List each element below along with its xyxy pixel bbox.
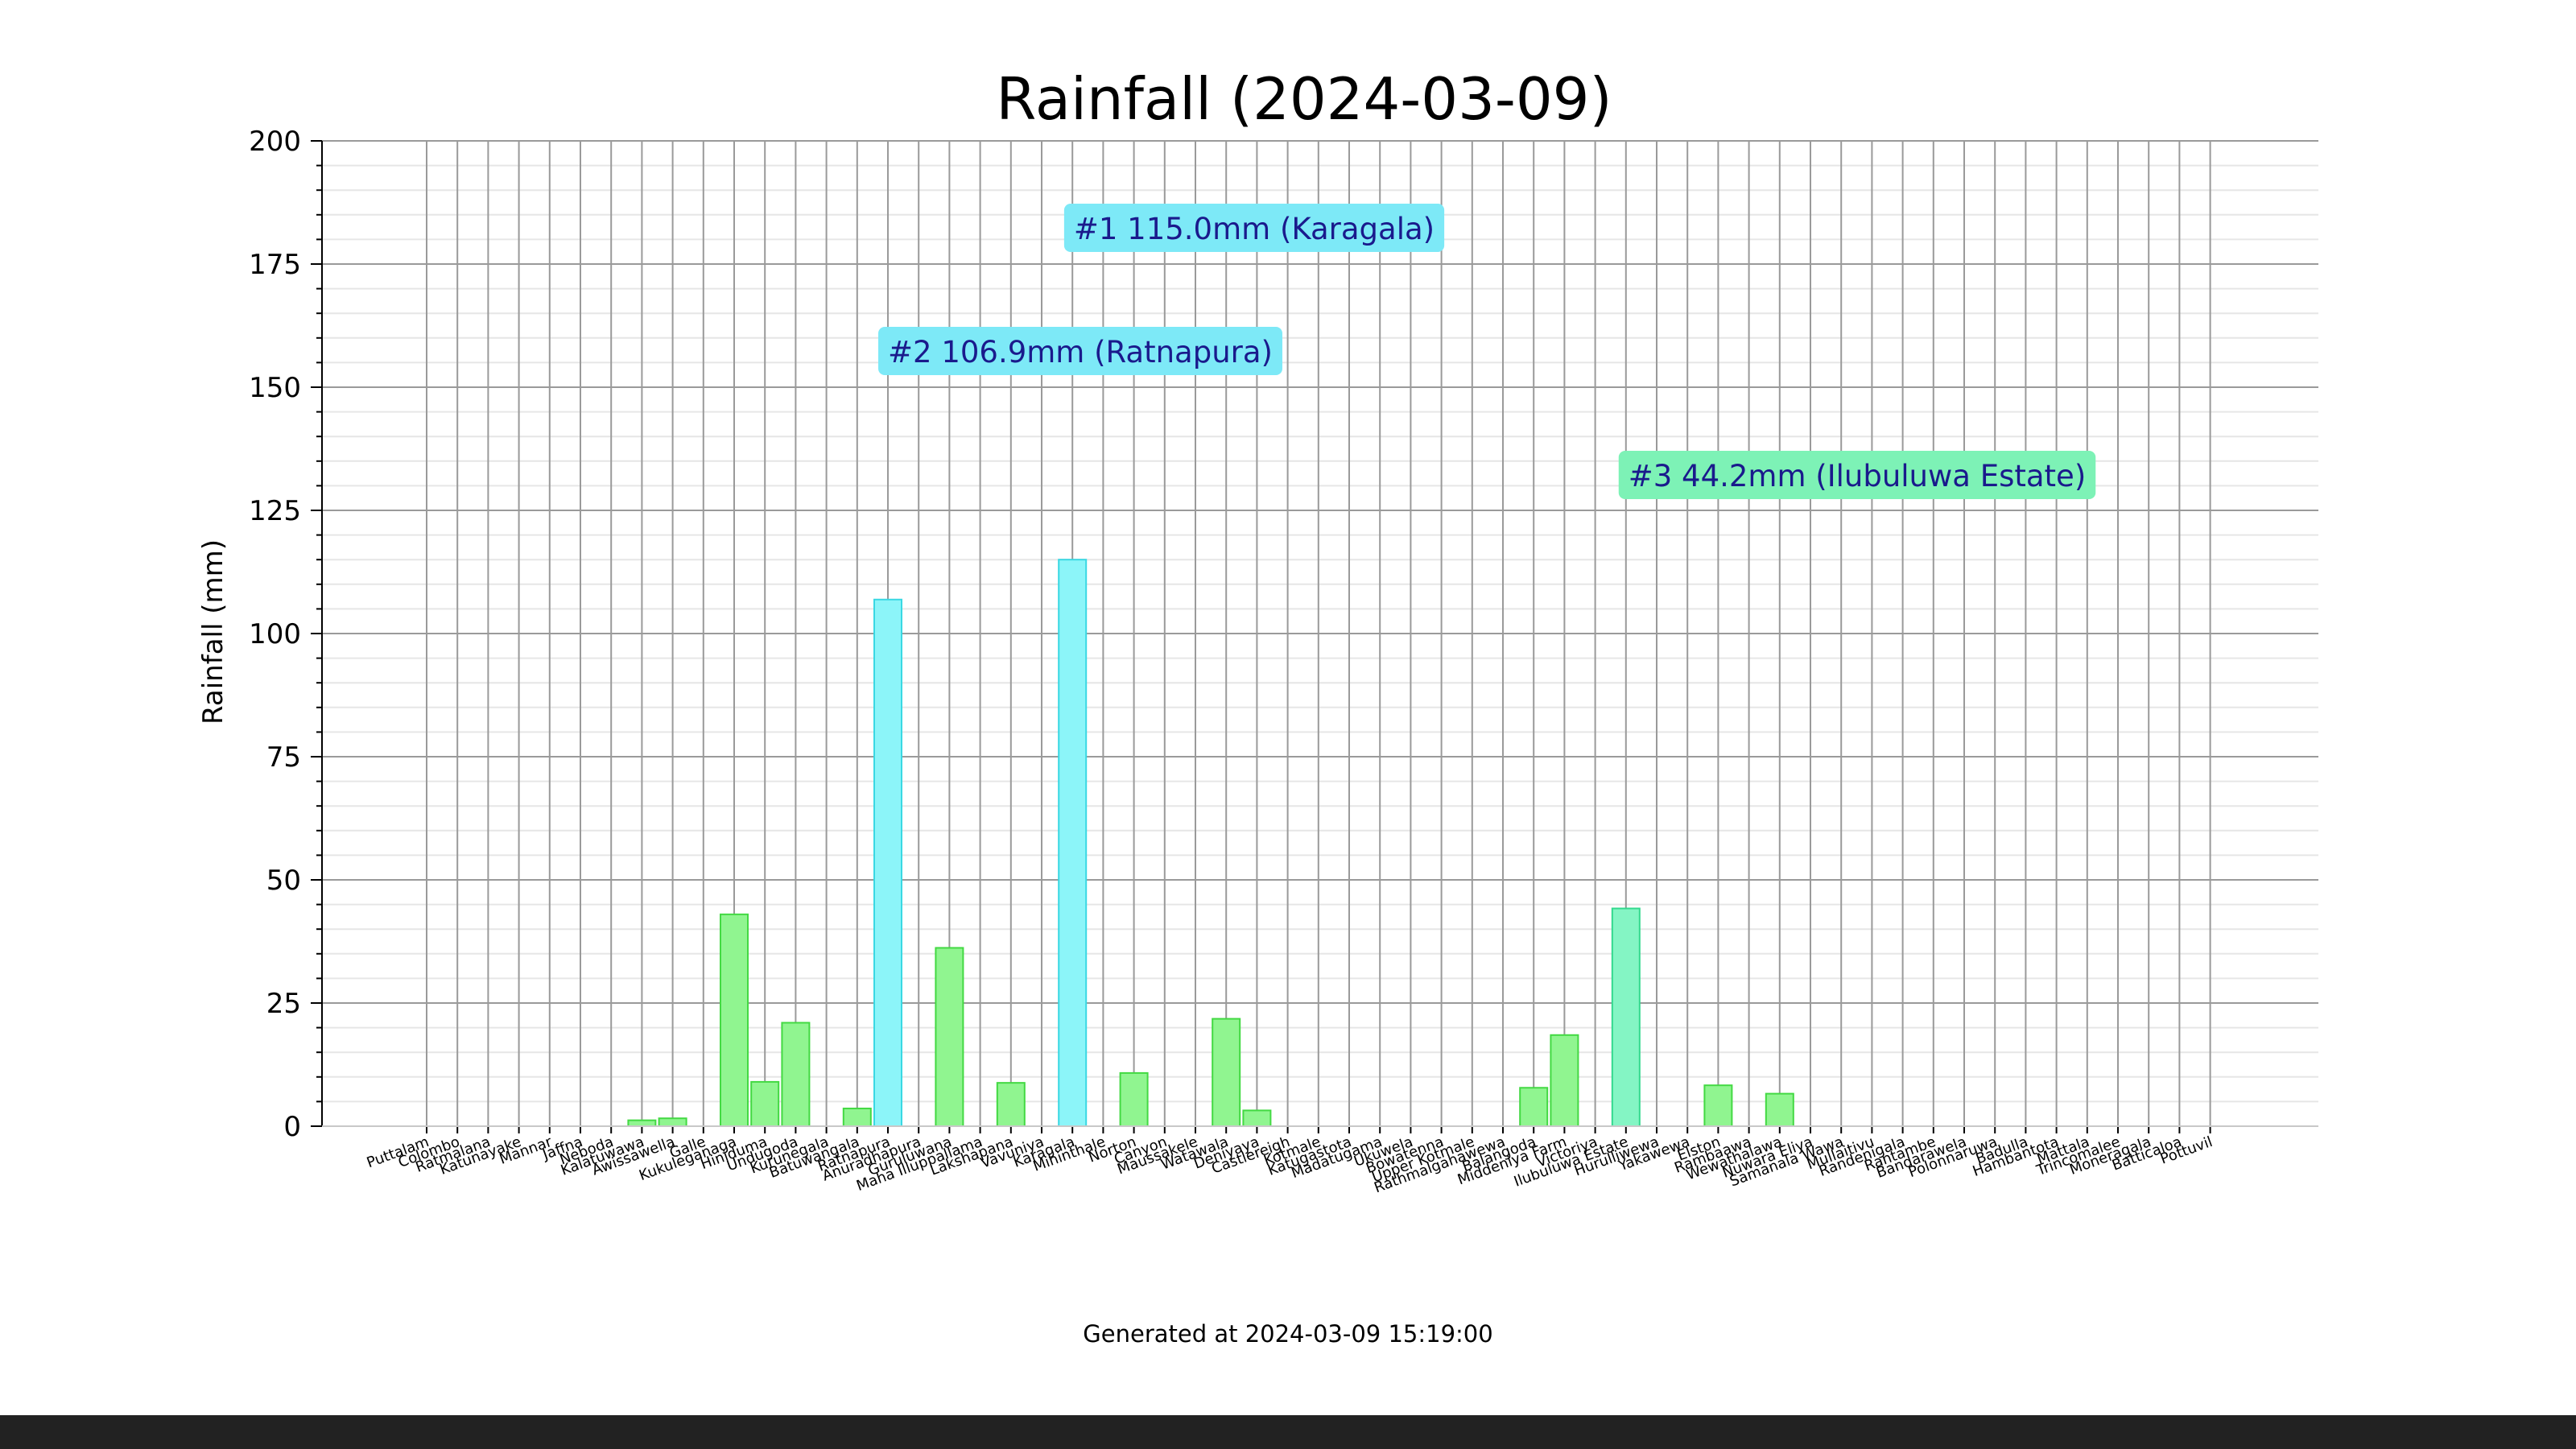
bar-hiniduma bbox=[750, 1080, 780, 1128]
bar-ratnapura bbox=[873, 598, 902, 1127]
bar-deniyaya bbox=[1242, 1109, 1272, 1128]
rank-annotation-box bbox=[878, 327, 1282, 375]
bar-kalatuwawa bbox=[627, 1119, 657, 1128]
bar-lakshapana bbox=[996, 1082, 1026, 1128]
bar-balangoda bbox=[1519, 1087, 1549, 1128]
rank-annotation-3: #3 44.2mm (Ilubuluwa Estate) bbox=[1618, 451, 2096, 499]
bar-kukuleganaga bbox=[720, 913, 749, 1127]
rank-annotation-box bbox=[1063, 204, 1445, 252]
chart-title: Rainfall (2024-03-09) bbox=[996, 65, 1612, 133]
y-tick-label: 100 bbox=[249, 618, 301, 650]
rank-annotation-text: #1 115.0mm (Karagala) bbox=[1074, 212, 1435, 246]
grid bbox=[322, 140, 2318, 1127]
bar-karagala bbox=[1058, 559, 1088, 1127]
rank-annotation-text: #3 44.2mm (Ilubuluwa Estate) bbox=[1629, 459, 2087, 493]
rank-annotation-text: #2 106.9mm (Ratnapura) bbox=[888, 335, 1273, 369]
annotations: #1 115.0mm (Karagala) #2 106.9mm (Ratnapu… bbox=[878, 204, 2096, 499]
bar-batuwangala bbox=[842, 1107, 872, 1128]
bar-middeniya-farm bbox=[1550, 1034, 1579, 1128]
y-tick-label: 200 bbox=[249, 126, 301, 158]
x-tick-labels: PuttalamColomboRatmalanaKatunayakeMannar… bbox=[365, 1133, 2215, 1197]
rank-annotation-2: #2 106.9mm (Ratnapura) bbox=[878, 327, 1282, 375]
rank-annotation-1: #1 115.0mm (Karagala) bbox=[1063, 204, 1445, 252]
footer-timestamp: Generated at 2024-03-09 15:19:00 bbox=[1083, 1320, 1492, 1348]
y-axis-label: Rainfall (mm) bbox=[197, 539, 229, 724]
bar-ilubuluwa-estate bbox=[1611, 907, 1641, 1127]
y-tick-label: 75 bbox=[266, 741, 301, 774]
y-tick-label: 125 bbox=[249, 495, 301, 527]
bars bbox=[627, 559, 1794, 1128]
y-tick-label: 25 bbox=[266, 988, 301, 1020]
bar-guruluwana bbox=[935, 947, 964, 1128]
rank-annotation-box bbox=[1618, 451, 2096, 499]
y-tick-label: 0 bbox=[283, 1111, 301, 1143]
axes: 0 25 50 75 100 125 150 175 200 bbox=[249, 126, 2318, 1143]
bar-undugoda bbox=[781, 1022, 811, 1127]
bar-awissawella bbox=[658, 1117, 687, 1128]
y-tick-label: 150 bbox=[249, 372, 301, 404]
bar-elston bbox=[1703, 1084, 1733, 1127]
y-tick-label: 175 bbox=[249, 249, 301, 281]
bar-norton bbox=[1119, 1071, 1149, 1128]
bar-watawala bbox=[1212, 1018, 1241, 1127]
bar-wewathalawa bbox=[1765, 1092, 1794, 1128]
bottom-bar bbox=[0, 1415, 2576, 1449]
y-tick-label: 50 bbox=[266, 865, 301, 897]
